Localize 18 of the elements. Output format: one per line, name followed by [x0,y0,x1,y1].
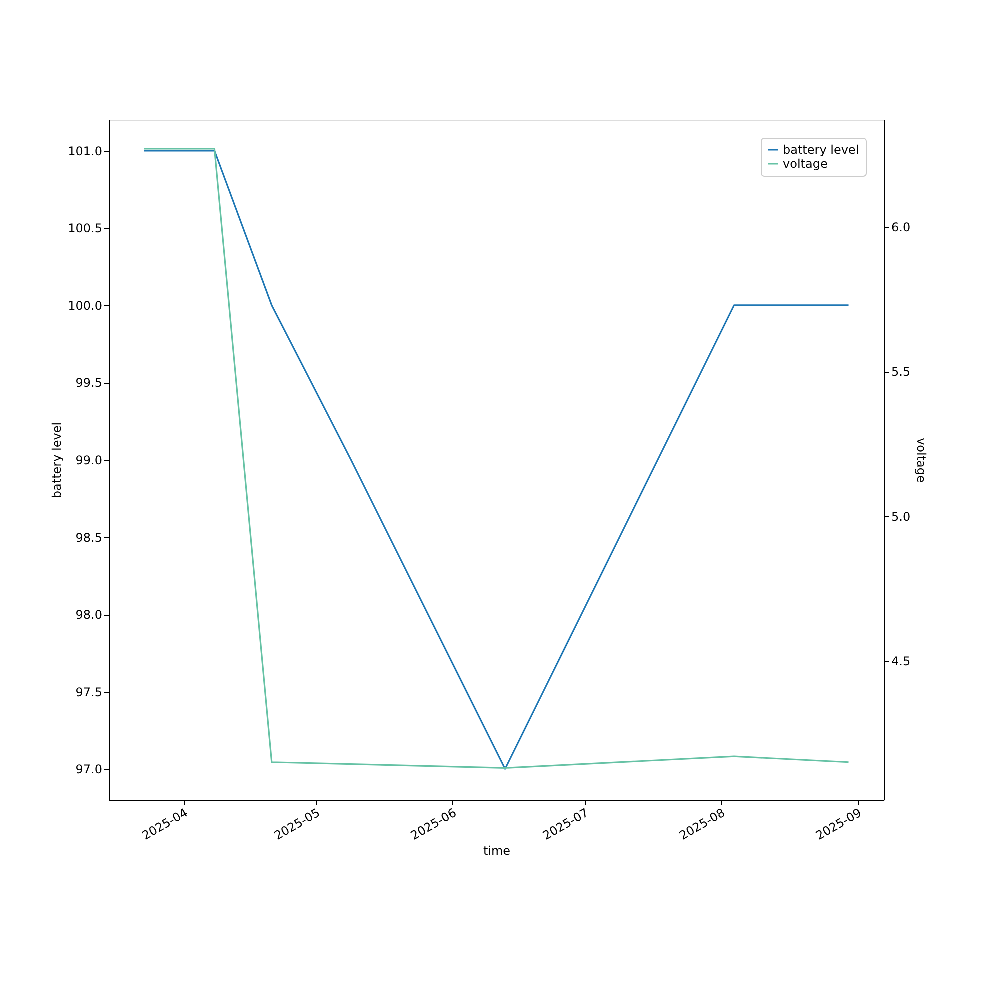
y2-tick-label: 5.5 [892,365,911,380]
y-tick-label: 98.5 [76,530,102,545]
y2-tick-label: 4.5 [892,654,911,669]
y-tick-label: 97.0 [76,762,102,777]
y2-tick-label: 5.0 [892,510,911,524]
y-tick-label: 99.0 [76,454,102,468]
legend-label: voltage [783,157,828,171]
y2-tick-label: 6.0 [892,220,911,235]
y-tick-label: 97.5 [76,685,102,700]
y-tick-label: 100.0 [68,298,102,313]
legend-label: battery level [783,143,860,157]
x-axis-title: time [483,844,511,858]
y-tick-label: 101.0 [68,144,102,158]
y-tick-label: 98.0 [76,608,102,622]
y-tick-label: 100.5 [68,222,102,236]
y-axis-title: battery level [50,422,64,499]
y-tick-label: 99.5 [76,376,102,390]
y2-axis-title: voltage [914,438,929,483]
